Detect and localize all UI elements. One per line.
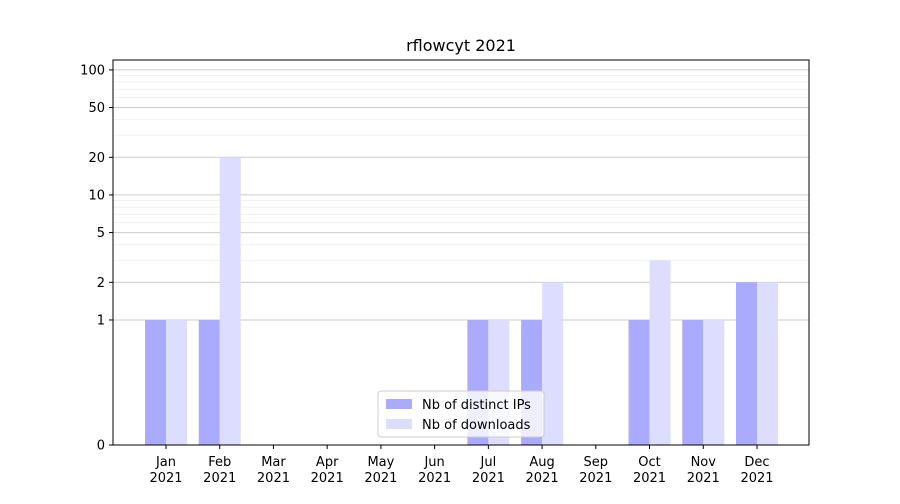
- x-tick-label-year: 2021: [418, 471, 451, 486]
- legend: Nb of distinct IPs Nb of downloads: [377, 390, 545, 438]
- plot-frame: [112, 59, 810, 446]
- legend-entry-label: Nb of downloads: [422, 418, 531, 433]
- axes: 0125102050100Jan2021Feb2021Mar2021Apr202…: [80, 59, 810, 486]
- bar-downloads: [703, 319, 725, 445]
- legend-swatch: [386, 419, 412, 429]
- y-tick-label: 100: [80, 63, 105, 78]
- y-tick-label: 5: [97, 226, 105, 241]
- chart-title: rflowcyt 2021: [406, 36, 516, 55]
- bar-downloads: [166, 319, 187, 445]
- x-tick-label-month: Jan: [155, 455, 176, 470]
- x-tick-label-month: Sep: [584, 455, 609, 470]
- grid-lines: [113, 69, 809, 321]
- legend-swatch: [386, 399, 412, 409]
- x-tick-label-month: Dec: [744, 455, 769, 470]
- bar-ips: [682, 319, 704, 445]
- x-tick-label-year: 2021: [364, 471, 397, 486]
- x-tick-label-year: 2021: [149, 471, 182, 486]
- y-tick-label: 10: [88, 188, 105, 203]
- x-tick-label-year: 2021: [633, 471, 666, 486]
- y-tick-label: 50: [88, 101, 105, 116]
- x-tick-label-year: 2021: [311, 471, 344, 486]
- y-tick-label: 2: [97, 276, 105, 291]
- x-tick-label-month: Oct: [638, 455, 660, 470]
- y-tick-label: 1: [97, 313, 105, 328]
- x-tick-label-month: Jul: [480, 455, 497, 470]
- legend-entry-label: Nb of distinct IPs: [422, 398, 531, 413]
- x-tick-label-year: 2021: [579, 471, 612, 486]
- bar-downloads: [219, 157, 241, 445]
- y-tick-label: 0: [97, 439, 105, 454]
- x-tick-label-year: 2021: [687, 471, 720, 486]
- x-tick-label-year: 2021: [740, 471, 773, 486]
- legend-box: [377, 390, 545, 438]
- x-tick-label-month: Nov: [691, 455, 717, 470]
- x-tick-label-month: May: [367, 455, 394, 470]
- bar-ips: [736, 282, 757, 445]
- x-tick-label-month: Aug: [529, 455, 554, 470]
- x-tick-label-month: Apr: [316, 455, 339, 470]
- x-tick-label-year: 2021: [203, 471, 236, 486]
- bar-downloads: [649, 260, 671, 445]
- bar-ips: [198, 319, 220, 445]
- bar-ips: [628, 319, 650, 445]
- bar-downloads: [542, 282, 564, 445]
- x-tick-label-month: Mar: [261, 455, 286, 470]
- x-tick-label-month: Feb: [208, 455, 231, 470]
- bar-ips: [145, 319, 166, 445]
- x-tick-label-year: 2021: [526, 471, 559, 486]
- x-tick-label-year: 2021: [257, 471, 290, 486]
- bar-downloads: [757, 282, 778, 445]
- y-tick-label: 20: [88, 151, 105, 166]
- x-tick-label-month: Jun: [423, 455, 444, 470]
- x-tick-label-year: 2021: [472, 471, 505, 486]
